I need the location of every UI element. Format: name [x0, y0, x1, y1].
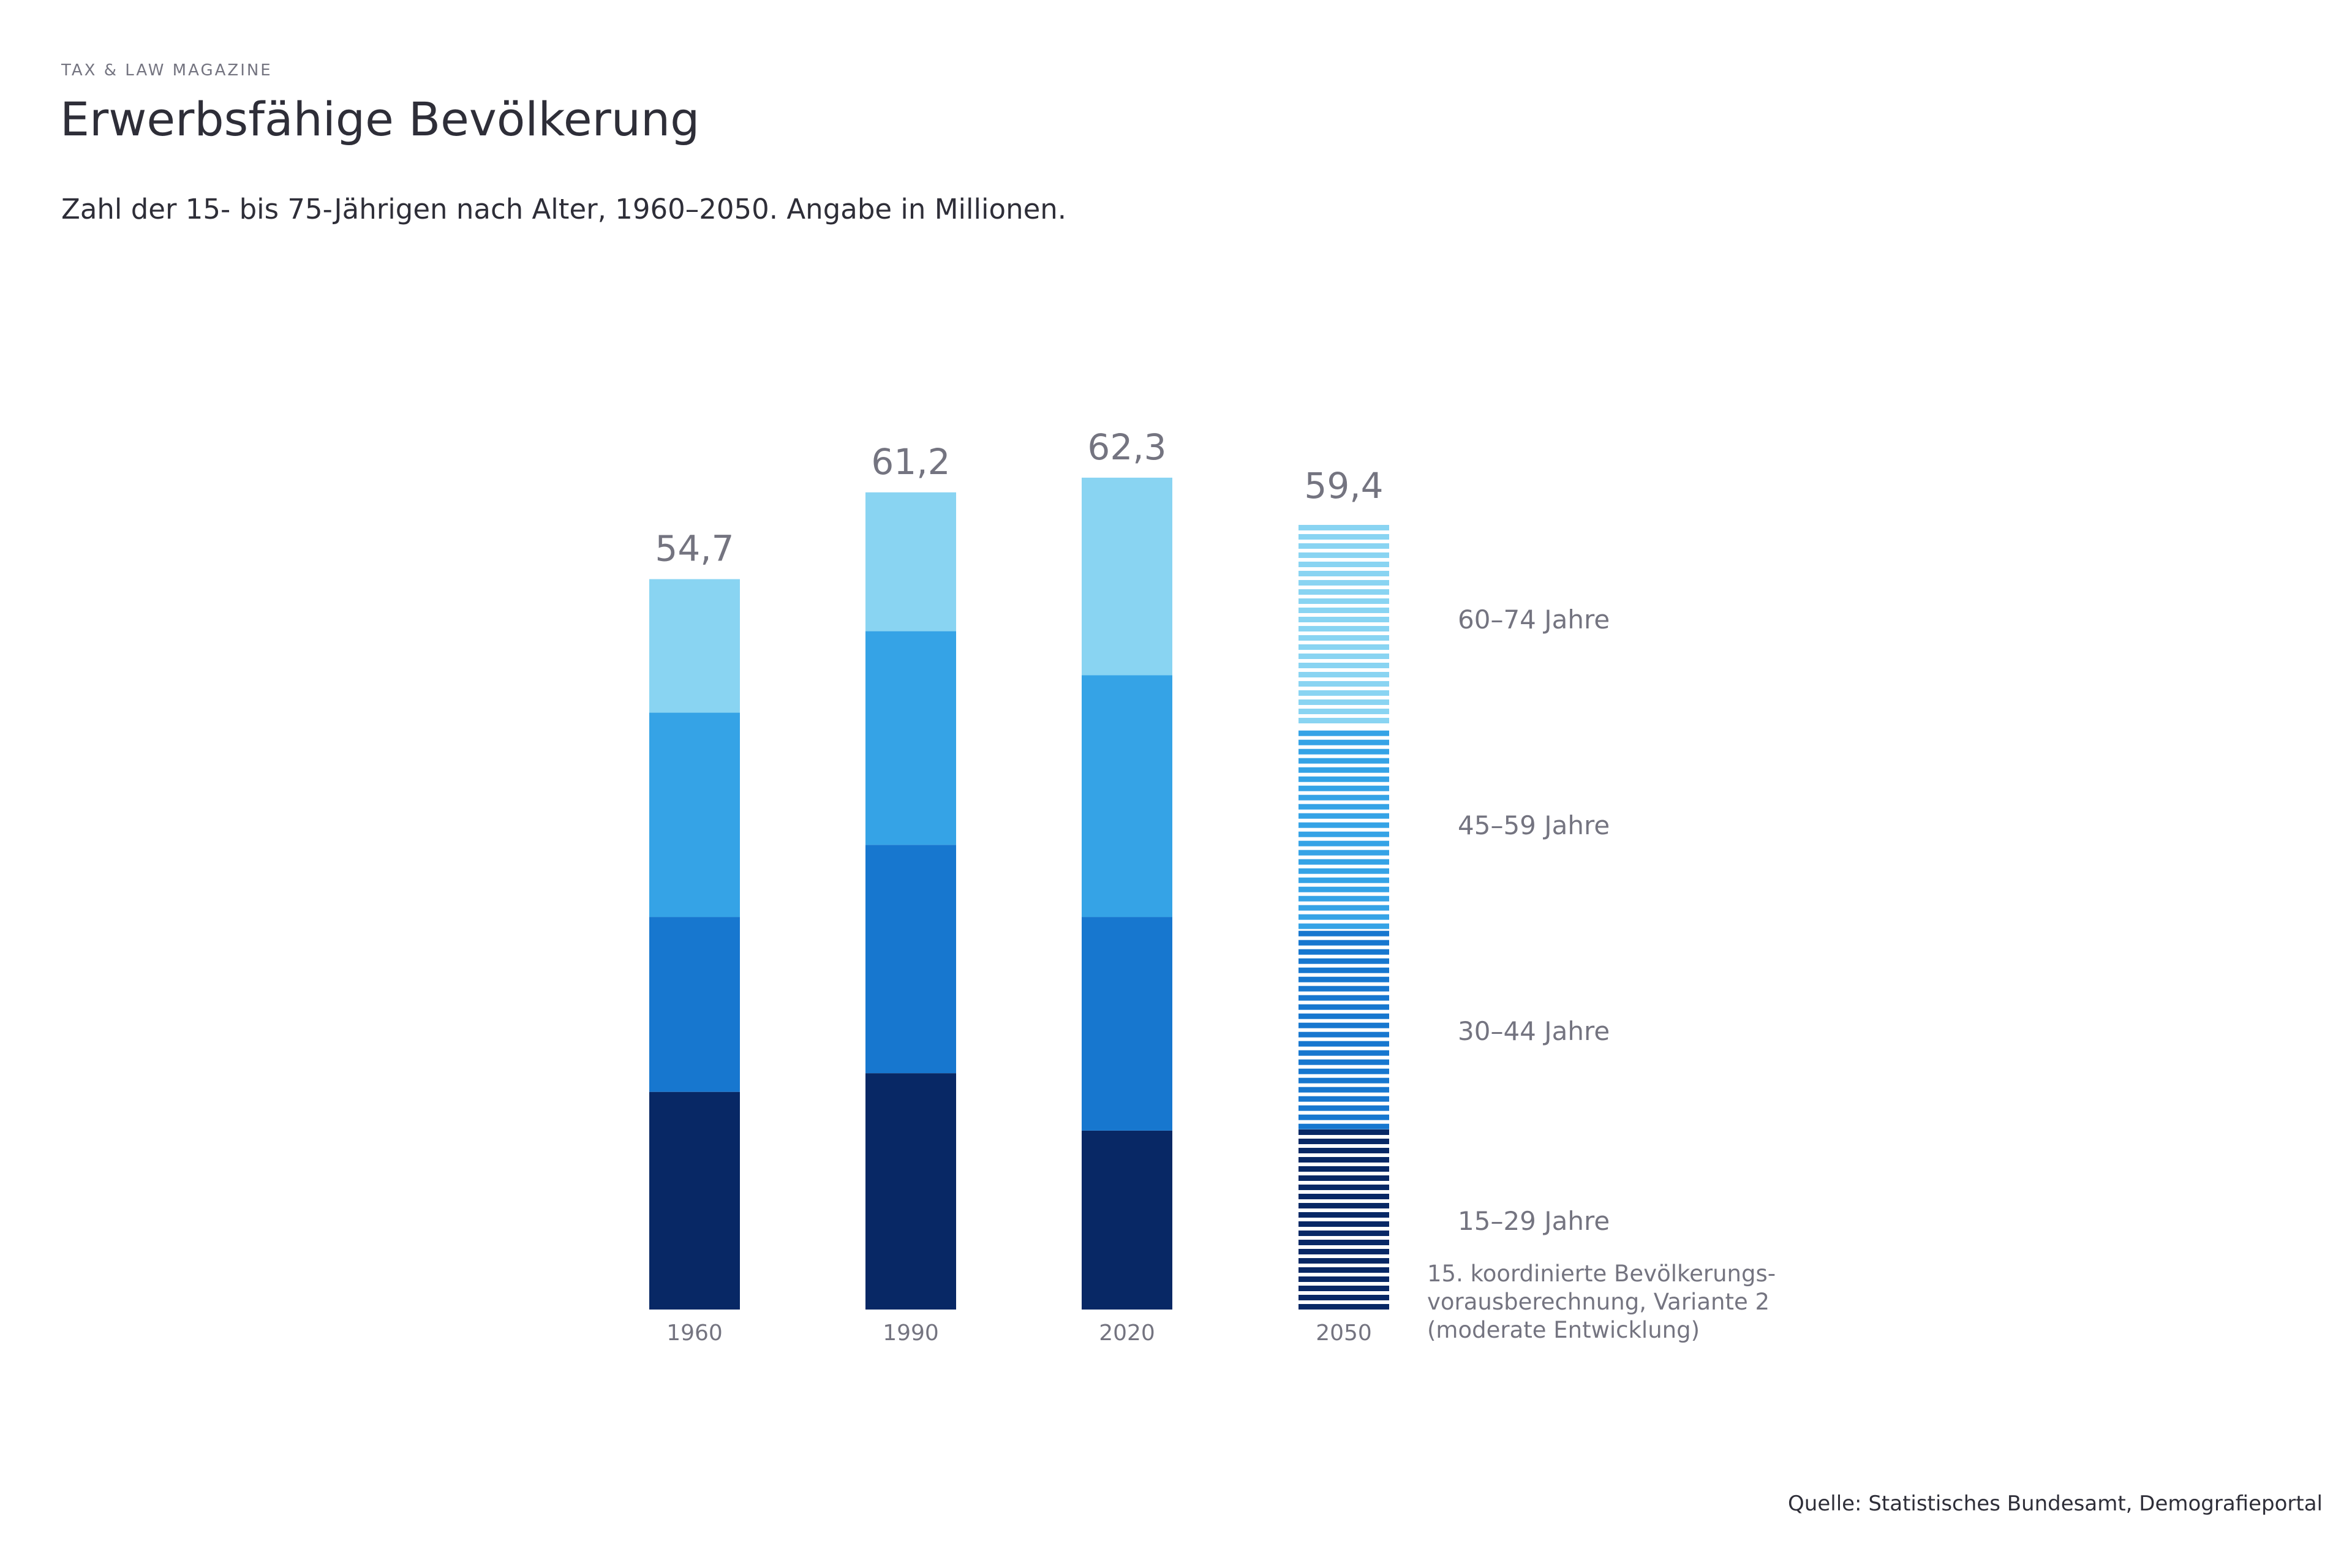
legend-label-60-74: 60–74 Jahre	[1458, 605, 1610, 635]
bar-segment-2050-15-29	[1298, 1129, 1389, 1310]
category-label-2050: 2050	[1316, 1321, 1372, 1346]
total-label-1960: 54,7	[655, 528, 734, 570]
total-label-2050: 59,4	[1304, 465, 1383, 507]
category-label-1990: 1990	[883, 1321, 939, 1346]
bar-segment-2020-15-29	[1082, 1130, 1172, 1310]
total-label-2020: 62,3	[1087, 426, 1166, 468]
bar-segment-1990-45-59	[865, 631, 956, 845]
bar-segment-1990-30-44	[865, 845, 956, 1074]
bar-segment-2050-45-59	[1298, 730, 1389, 929]
legend-label-30-44: 30–44 Jahre	[1458, 1016, 1610, 1046]
bar-segment-1960-15-29	[649, 1091, 740, 1310]
projection-note-line: 15. koordinierte Bevölkerungs-	[1427, 1261, 1776, 1287]
bar-segment-2020-60-74	[1082, 477, 1172, 676]
category-label-1960: 1960	[666, 1321, 723, 1346]
legend-label-45-59: 45–59 Jahre	[1458, 810, 1610, 840]
total-label-1990: 61,2	[871, 441, 950, 483]
bar-segment-2050-60-74	[1298, 524, 1389, 723]
bar-segment-2020-30-44	[1082, 917, 1172, 1131]
bar-segment-1990-15-29	[865, 1073, 956, 1310]
bar-segment-1990-60-74	[865, 492, 956, 631]
legend-label-15-29: 15–29 Jahre	[1458, 1206, 1610, 1236]
source-note: Quelle: Statistisches Bundesamt, Demogra…	[1788, 1491, 2323, 1516]
bar-segment-2020-45-59	[1082, 675, 1172, 918]
category-label-2020: 2020	[1099, 1321, 1155, 1346]
projection-note-line: vorausberechnung, Variante 2	[1427, 1289, 1770, 1315]
bar-segment-1960-60-74	[649, 579, 740, 713]
bar-segment-1960-45-59	[649, 712, 740, 918]
bar-segment-1960-30-44	[649, 917, 740, 1092]
magazine-kicker: TAX & LAW MAGAZINE	[61, 61, 273, 80]
chart-subtitle: Zahl der 15- bis 75-Jährigen nach Alter,…	[61, 193, 1067, 225]
bar-segment-2050-30-44	[1298, 930, 1389, 1129]
chart-title: Erwerbsfähige Bevölkerung	[60, 92, 700, 146]
projection-note-line: (moderate Entwicklung)	[1427, 1317, 1700, 1343]
